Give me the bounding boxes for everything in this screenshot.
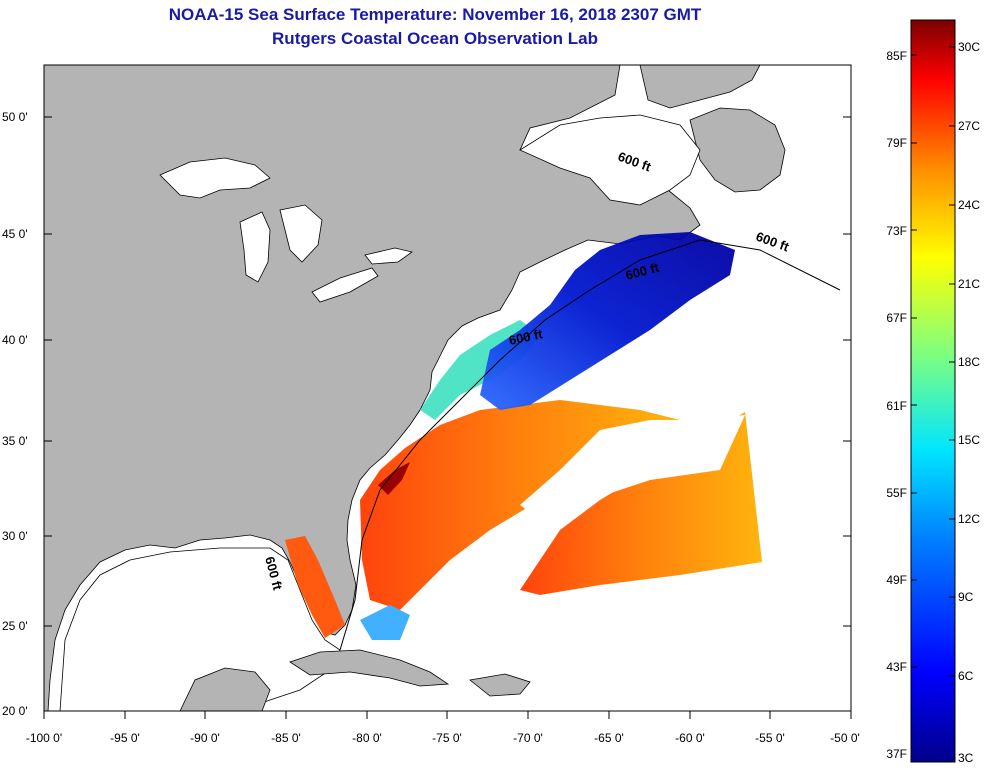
colorbar-c-21: 21C <box>958 277 980 291</box>
lat-label-30: 30 0' <box>2 529 28 543</box>
lat-label-50: 50 0' <box>2 110 28 124</box>
lon-label-50: -50 0' <box>830 731 860 745</box>
gulf-st-lawrence <box>519 114 701 206</box>
land-newfoundland <box>689 107 786 193</box>
colorbar-f-43: 43F <box>886 660 907 674</box>
lon-label-90: -90 0' <box>190 731 220 745</box>
land-hispaniola <box>469 673 531 697</box>
land-north-america <box>44 65 701 711</box>
lake-superior <box>159 157 271 199</box>
colorbar-ticks <box>911 46 955 677</box>
lat-label-25: 25 0' <box>2 619 28 633</box>
sst-cold-north <box>480 232 735 410</box>
colorbar-f-55: 55F <box>886 486 907 500</box>
map-subtitle: Rutgers Coastal Ocean Observation Lab <box>272 29 598 48</box>
colorbar <box>910 19 956 763</box>
colorbar-c-12: 12C <box>958 512 980 526</box>
colorbar-f-79: 79F <box>886 136 907 150</box>
colorbar-c-15: 15C <box>958 433 980 447</box>
colorbar-f-67: 67F <box>886 311 907 325</box>
lon-label-85: -85 0' <box>271 731 301 745</box>
lon-label-60: -60 0' <box>675 731 705 745</box>
lat-label-35: 35 0' <box>2 434 28 448</box>
colorbar-f-85: 85F <box>886 49 907 63</box>
sst-gulf-stream-core <box>378 462 410 495</box>
lon-label-80: -80 0' <box>352 731 382 745</box>
contour-600ft-line <box>339 239 841 651</box>
gulf-of-mexico <box>59 547 341 711</box>
lat-label-40: 40 0' <box>2 333 28 347</box>
colorbar-c-27: 27C <box>958 119 980 133</box>
lon-label-70: -70 0' <box>513 731 543 745</box>
contour-label-new-england: 600 ft <box>508 326 545 348</box>
colorbar-c-30: 30C <box>958 40 980 54</box>
lon-label-95: -95 0' <box>110 731 140 745</box>
latitude-axis <box>44 116 851 627</box>
land-yucatan <box>179 667 271 711</box>
lake-erie <box>311 267 379 303</box>
lake-huron <box>279 204 323 263</box>
lon-label-100: -100 0' <box>26 731 62 745</box>
lon-label-75: -75 0' <box>432 731 462 745</box>
land-cuba <box>289 649 450 687</box>
land-labrador <box>639 65 761 109</box>
lon-label-65: -65 0' <box>594 731 624 745</box>
colorbar-c-18: 18C <box>958 355 980 369</box>
lake-michigan <box>239 211 271 283</box>
colorbar-c-24: 24C <box>958 198 980 212</box>
colorbar-c-6: 6C <box>958 669 974 683</box>
colorbar-f-61: 61F <box>886 399 907 413</box>
sst-cloud-cover <box>520 415 745 520</box>
colorbar-f-73: 73F <box>886 224 907 238</box>
sst-bahamas <box>360 605 410 640</box>
lat-label-20: 20 0' <box>2 704 28 718</box>
lat-label-45: 45 0' <box>2 227 28 241</box>
colorbar-f-49: 49F <box>886 573 907 587</box>
sst-florida-west <box>285 536 345 638</box>
longitude-axis <box>43 711 852 719</box>
map-title: NOAA-15 Sea Surface Temperature: Novembe… <box>168 5 702 24</box>
colorbar-f-37: 37F <box>886 747 907 761</box>
colorbar-c-3: 3C <box>958 751 974 765</box>
lon-label-55: -55 0' <box>755 731 785 745</box>
lake-ontario <box>364 247 413 265</box>
colorbar-c-9: 9C <box>958 590 974 604</box>
